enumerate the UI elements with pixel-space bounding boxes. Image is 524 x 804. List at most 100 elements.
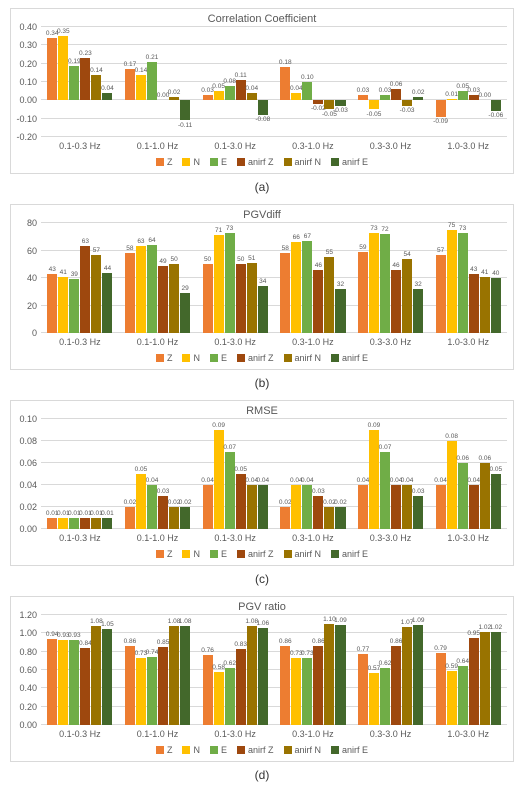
bars: 0.180.040.10-0.02-0.05-0.03 bbox=[280, 27, 345, 137]
bar-E: 64 bbox=[147, 223, 157, 333]
bar-N: 0.57 bbox=[369, 615, 379, 725]
bar-rect bbox=[125, 253, 135, 333]
x-tick-label: 0.3-3.0 Hz bbox=[352, 529, 430, 543]
legend-item-Z: Z bbox=[156, 549, 173, 559]
bar-aN: 1.07 bbox=[402, 615, 412, 725]
bar-rect bbox=[247, 626, 257, 725]
bar-rect bbox=[225, 668, 235, 725]
data-label: 32 bbox=[337, 281, 344, 288]
bar-rect bbox=[380, 668, 390, 725]
bar-aE: 1.05 bbox=[102, 615, 112, 725]
data-label: 46 bbox=[392, 262, 399, 269]
bar-N: 0.09 bbox=[369, 419, 379, 529]
bar-rect bbox=[225, 452, 235, 529]
bar-rect bbox=[402, 259, 412, 333]
x-tick-label: 1.0-3.0 Hz bbox=[429, 333, 507, 347]
bar-rect bbox=[203, 95, 213, 101]
bar-E: 0.03 bbox=[380, 27, 390, 137]
plot-area: 0.000.020.040.060.080.100.010.010.010.01… bbox=[41, 419, 507, 529]
y-tick-label: 0.00 bbox=[19, 95, 37, 105]
y-tick-label: 20 bbox=[27, 301, 37, 311]
data-label: 0.10 bbox=[301, 74, 314, 81]
bar-aE: -0.06 bbox=[491, 27, 501, 137]
bar-rect bbox=[358, 654, 368, 725]
y-tick-label: 0.10 bbox=[19, 414, 37, 424]
y-tick-label: 0.40 bbox=[19, 683, 37, 693]
bars: 434139635744 bbox=[47, 223, 112, 333]
x-tick-label: 0.1-0.3 Hz bbox=[41, 725, 119, 739]
legend-label: N bbox=[193, 745, 200, 755]
data-label: 0.02 bbox=[279, 499, 292, 506]
bar-rect bbox=[458, 666, 468, 725]
legend-swatch bbox=[237, 746, 245, 754]
bar-rect bbox=[480, 463, 490, 529]
x-tick-label: 0.3-3.0 Hz bbox=[352, 333, 430, 347]
data-label: 51 bbox=[248, 255, 255, 262]
data-label: 0.19 bbox=[68, 58, 81, 65]
bar-E: 0.74 bbox=[147, 615, 157, 725]
legend-item-N: N bbox=[182, 745, 200, 755]
bar-rect bbox=[436, 255, 446, 333]
legend-item-Z: Z bbox=[156, 157, 173, 167]
bar-aZ: 0.00 bbox=[158, 27, 168, 137]
groups: 4341396357440.1-0.3 Hz5863644950290.1-1.… bbox=[41, 223, 507, 333]
bar-N: 0.05 bbox=[136, 419, 146, 529]
bar-rect bbox=[80, 246, 90, 333]
x-tick-label: 0.1-3.0 Hz bbox=[196, 333, 274, 347]
bars: 0.020.040.040.030.020.02 bbox=[280, 419, 345, 529]
legend-label: Z bbox=[167, 549, 173, 559]
bar-aE: 0.02 bbox=[180, 419, 190, 529]
data-label: 1.08 bbox=[179, 618, 192, 625]
bar-rect bbox=[402, 100, 412, 106]
data-label: 0.77 bbox=[357, 646, 370, 653]
bar-aZ: 43 bbox=[469, 223, 479, 333]
data-label: 0.04 bbox=[146, 477, 159, 484]
bar-rect bbox=[335, 100, 345, 106]
legend-label: Z bbox=[167, 745, 173, 755]
data-label: 29 bbox=[182, 285, 189, 292]
bar-rect bbox=[358, 485, 368, 529]
y-tick-label: 0.30 bbox=[19, 40, 37, 50]
bar-rect bbox=[158, 647, 168, 725]
bar-rect bbox=[214, 235, 224, 333]
data-label: 58 bbox=[126, 245, 133, 252]
legend-item-N: N bbox=[182, 549, 200, 559]
x-tick-label: 0.1-0.3 Hz bbox=[41, 137, 119, 151]
legend-item-aN: anirf N bbox=[284, 353, 322, 363]
bar-rect bbox=[69, 279, 79, 333]
bar-E: 0.07 bbox=[380, 419, 390, 529]
legend-label: N bbox=[193, 157, 200, 167]
bar-rect bbox=[380, 452, 390, 529]
category-group: 0.030.050.080.110.04-0.080.1-3.0 Hz bbox=[196, 27, 274, 137]
data-label: 0.73 bbox=[301, 650, 314, 657]
category-group: 4341396357440.1-0.3 Hz bbox=[41, 223, 119, 333]
bar-Z: 57 bbox=[436, 223, 446, 333]
bar-rect bbox=[47, 38, 57, 100]
legend-swatch bbox=[210, 746, 218, 754]
bar-aZ: 0.83 bbox=[236, 615, 246, 725]
bar-rect bbox=[91, 255, 101, 333]
x-tick-label: 0.3-1.0 Hz bbox=[274, 529, 352, 543]
data-label: 50 bbox=[204, 256, 211, 263]
bar-N: 71 bbox=[214, 223, 224, 333]
legend-item-aZ: anirf Z bbox=[237, 353, 274, 363]
bar-rect bbox=[313, 646, 323, 725]
legend-swatch bbox=[284, 746, 292, 754]
bar-aE: 1.02 bbox=[491, 615, 501, 725]
bar-rect bbox=[491, 100, 501, 111]
bar-rect bbox=[91, 75, 101, 101]
data-label: 67 bbox=[304, 233, 311, 240]
data-label: 41 bbox=[60, 269, 67, 276]
legend-item-aE: anirf E bbox=[331, 549, 368, 559]
bar-Z: 0.76 bbox=[203, 615, 213, 725]
data-label: -0.08 bbox=[255, 116, 270, 123]
legend-label: anirf E bbox=[342, 157, 368, 167]
legend-swatch bbox=[182, 354, 190, 362]
bar-rect bbox=[324, 624, 334, 725]
data-label: 43 bbox=[470, 266, 477, 273]
bar-aE: 40 bbox=[491, 223, 501, 333]
data-label: 50 bbox=[237, 256, 244, 263]
legend-swatch bbox=[331, 354, 339, 362]
data-label: 64 bbox=[148, 237, 155, 244]
bar-rect bbox=[69, 66, 79, 101]
